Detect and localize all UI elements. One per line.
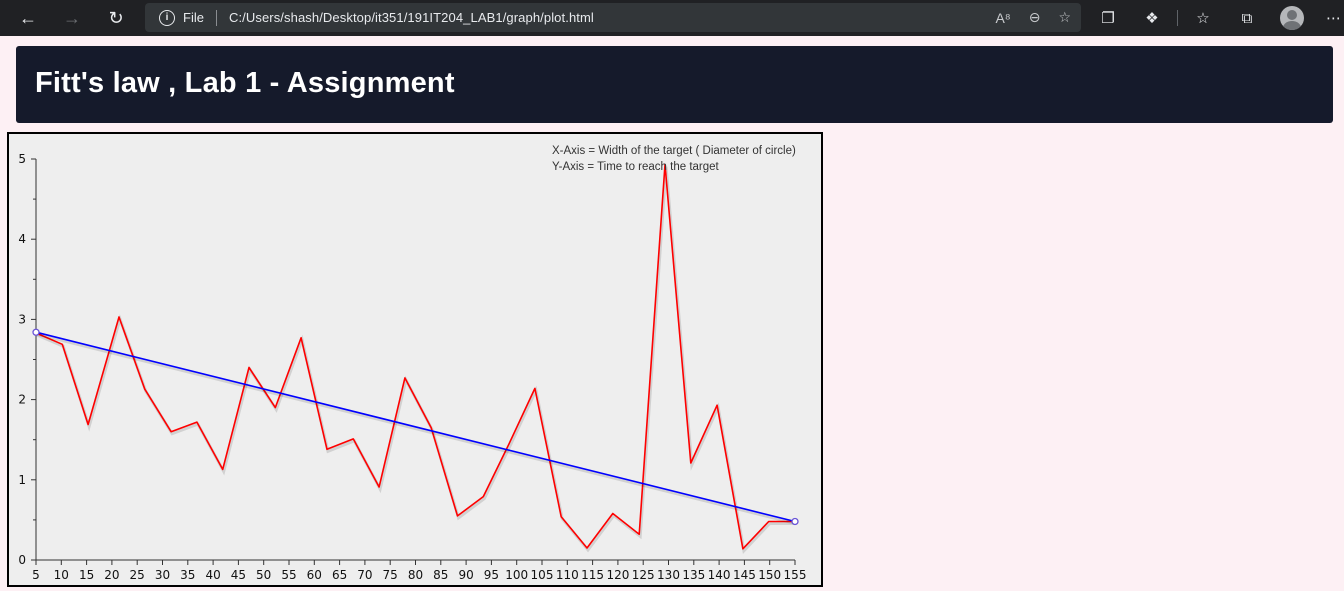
protocol-label: File [183, 10, 204, 25]
url-text[interactable]: C:/Users/shash/Desktop/it351/191IT204_LA… [228, 10, 594, 25]
x-tick-label: 50 [256, 568, 271, 582]
y-tick-label: 4 [18, 232, 26, 246]
address-bar[interactable]: i File C:/Users/shash/Desktop/it351/191I… [145, 3, 1081, 32]
more-options-icon[interactable]: ⋯ [1326, 10, 1341, 27]
x-tick-label: 140 [708, 568, 731, 582]
y-tick-label: 5 [18, 152, 26, 166]
x-tick-label: 105 [531, 568, 554, 582]
x-tick-label: 95 [484, 568, 499, 582]
browser-toolbar: ← → ↻ i File C:/Users/shash/Desktop/it35… [0, 0, 1344, 36]
x-tick-label: 150 [758, 568, 781, 582]
zoom-out-icon[interactable]: ⊖ [1028, 9, 1041, 25]
forward-arrow-icon[interactable]: → [63, 7, 81, 28]
x-tick-label: 85 [433, 568, 448, 582]
series-line-shadow [36, 332, 797, 525]
x-tick-label: 15 [79, 568, 94, 582]
x-tick-label: 80 [408, 568, 423, 582]
collections-icon[interactable]: ⧉ [1241, 9, 1253, 27]
info-icon[interactable]: i [159, 9, 175, 26]
y-tick-label: 0 [18, 553, 26, 567]
page-title: Fitt's law , Lab 1 - Assignment [35, 67, 455, 99]
back-arrow-icon[interactable]: ← [19, 7, 37, 28]
x-tick-label: 20 [104, 568, 119, 582]
collections-stack-icon[interactable]: ❐ [1101, 10, 1115, 27]
axis-description-text: Y-Axis = Time to reach the target [552, 161, 720, 173]
y-tick-label: 3 [18, 312, 26, 326]
x-tick-label: 100 [505, 568, 528, 582]
x-tick-label: 145 [733, 568, 756, 582]
axis-description-text: X-Axis = Width of the target ( Diameter … [552, 145, 796, 157]
y-tick-label: 1 [18, 473, 26, 487]
x-tick-label: 45 [231, 568, 246, 582]
x-tick-label: 125 [632, 568, 655, 582]
reload-icon[interactable]: ↻ [108, 7, 124, 28]
address-divider [215, 9, 217, 26]
profile-avatar[interactable] [1280, 6, 1304, 30]
y-tick-label: 2 [18, 393, 26, 407]
extensions-icon[interactable]: ❖ [1145, 10, 1159, 27]
page-header: Fitt's law , Lab 1 - Assignment [16, 46, 1333, 123]
x-tick-label: 110 [556, 568, 579, 582]
x-tick-label: 25 [130, 568, 145, 582]
x-tick-label: 5 [32, 568, 40, 582]
x-tick-label: 115 [581, 568, 604, 582]
x-tick-label: 90 [458, 568, 473, 582]
regression-endpoint-marker [32, 328, 40, 336]
x-tick-label: 155 [784, 568, 807, 582]
favorites-icon[interactable]: ☆ [1196, 10, 1210, 27]
x-tick-label: 120 [606, 568, 629, 582]
x-tick-label: 75 [383, 568, 398, 582]
x-tick-label: 135 [682, 568, 705, 582]
regression-line [35, 331, 796, 523]
x-tick-label: 40 [205, 568, 220, 582]
x-tick-label: 30 [155, 568, 170, 582]
chart-container: 0 1 2 3 4 5 5 10 15 20 25 30 35 40 45 50 55 60 65 70 75 80 85 9… [7, 132, 823, 587]
x-tick-label: 35 [180, 568, 195, 582]
toolbar-divider [1177, 10, 1178, 26]
favorite-add-icon[interactable]: ☆ [1058, 9, 1071, 25]
x-tick-label: 70 [357, 568, 372, 582]
x-tick-label: 55 [281, 568, 296, 582]
regression-endpoint-marker [791, 517, 799, 526]
x-tick-label: 130 [657, 568, 680, 582]
data-series-line [35, 163, 795, 550]
x-tick-label: 10 [54, 568, 69, 582]
read-aloud-icon[interactable]: A⁸ [995, 9, 1011, 26]
x-tick-label: 65 [332, 568, 347, 582]
x-tick-label: 60 [307, 568, 322, 582]
